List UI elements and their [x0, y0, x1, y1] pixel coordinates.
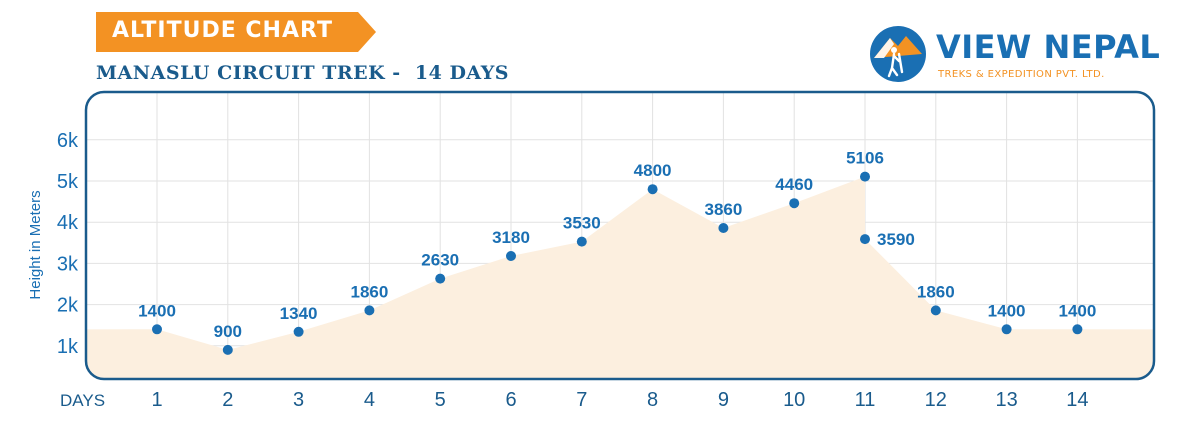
data-label-day-11: 5106: [846, 149, 884, 168]
data-point-day-4: [364, 305, 375, 316]
chart-subtitle: MANASLU CIRCUIT TREK - 14 DAYS: [96, 62, 510, 84]
data-point-day-6: [506, 251, 516, 261]
logo-tagline: TREKS & EXPEDITION PVT. LTD.: [938, 69, 1105, 80]
x-tick-label: 8: [647, 389, 658, 411]
y-tick-label: 4k: [57, 212, 79, 234]
data-point-day-10: [789, 198, 800, 209]
x-tick-label: 6: [505, 389, 516, 411]
data-point-day-12: [930, 305, 941, 316]
data-point-day-13: [1001, 324, 1012, 335]
data-label-day-5: 2630: [421, 251, 459, 270]
x-tick-label: 7: [576, 389, 587, 411]
x-tick-label: 9: [718, 389, 729, 411]
x-tick-label: 13: [995, 389, 1017, 411]
altitude-area: [86, 176, 1154, 379]
data-label-day-6: 3180: [492, 228, 530, 247]
data-point-day-2: [222, 344, 233, 355]
data-label-day-2: 900: [214, 322, 242, 341]
x-tick-label: 5: [435, 389, 446, 411]
data-label-day-12: 1860: [917, 282, 955, 301]
plot-frame: [84, 90, 1156, 381]
data-point-day-1: [152, 324, 162, 335]
x-tick-label: 12: [925, 389, 947, 411]
data-point-day-8: [647, 184, 658, 195]
logo-name: VIEW NEPAL: [936, 28, 1161, 66]
data-label-day-8: 4800: [634, 161, 672, 180]
data-point-day-11: [860, 171, 870, 182]
area-layer: [86, 176, 1154, 379]
banner-title: ALTITUDE CHART: [112, 18, 333, 43]
data-label-day-3: 1340: [280, 304, 318, 323]
x-tick-label: 10: [783, 389, 805, 411]
y-axis-ticks: 1k 2k 3k 4k 5k 6k: [57, 130, 79, 358]
data-point-day-5: [435, 273, 446, 284]
x-tick-label: 2: [222, 389, 233, 411]
x-tick-label: 1: [151, 389, 162, 411]
data-label-day-9: 3860: [704, 200, 742, 219]
y-tick-label: 1k: [57, 336, 79, 358]
x-axis-label: DAYS: [60, 391, 105, 410]
data-point-day-3: [293, 326, 304, 337]
data-label-day-1: 1400: [138, 301, 176, 320]
data-point-day-7: [576, 236, 587, 247]
x-tick-label: 14: [1066, 389, 1088, 411]
data-label-day-10: 4460: [775, 175, 813, 194]
data-label-day-7: 3530: [563, 214, 601, 233]
y-axis-label: Height in Meters: [27, 190, 44, 299]
mountain-hiker-icon: [870, 26, 926, 82]
data-label-day-11: 3590: [877, 230, 915, 249]
x-tick-label: 3: [293, 389, 304, 411]
y-tick-label: 2k: [57, 295, 79, 317]
data-label-day-14: 1400: [1058, 301, 1096, 320]
x-axis-ticks: 1 2 3 4 5 6 7 8 9 10 11 12 13 14: [151, 389, 1088, 411]
data-labels: 1400 900 1340 1860 2630 3180 3530 4800 3860 4460 5…: [138, 149, 1096, 341]
title-banner: [96, 12, 376, 52]
y-tick-label: 3k: [57, 253, 79, 275]
data-point-day-11: [860, 234, 870, 245]
data-point-day-14: [1072, 324, 1083, 335]
x-tick-label: 4: [364, 389, 375, 411]
data-point-day-9: [718, 223, 729, 233]
company-logo: VIEW NEPAL TREKS & EXPEDITION PVT. LTD.: [868, 22, 1188, 88]
data-points: [152, 171, 1083, 355]
data-label-day-4: 1860: [350, 282, 388, 301]
data-label-day-13: 1400: [988, 301, 1026, 320]
x-tick-label: 11: [855, 389, 876, 411]
y-tick-label: 6k: [57, 130, 79, 152]
y-tick-label: 5k: [57, 171, 79, 193]
